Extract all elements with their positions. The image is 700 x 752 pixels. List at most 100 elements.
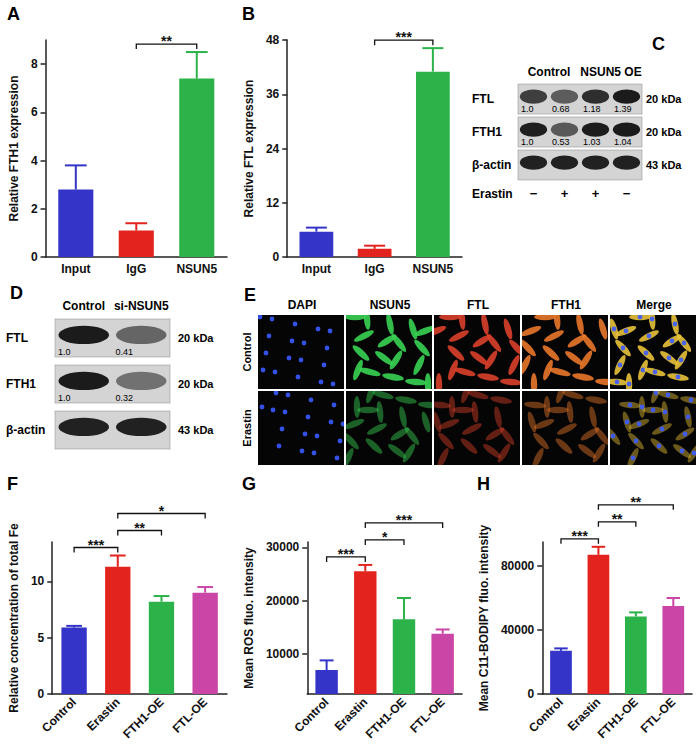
svg-text:G: G	[242, 474, 256, 494]
svg-text:Relative FTL expression: Relative FTL expression	[242, 80, 256, 218]
svg-text:1.03: 1.03	[583, 137, 601, 147]
svg-text:Erastin: Erastin	[472, 187, 513, 201]
svg-text:NSUN5: NSUN5	[370, 298, 411, 312]
svg-text:FTH1: FTH1	[472, 125, 502, 139]
svg-text:8: 8	[31, 57, 38, 71]
svg-text:1.0: 1.0	[521, 137, 534, 147]
svg-text:β-actin: β-actin	[472, 158, 511, 172]
svg-text:4: 4	[31, 154, 38, 168]
svg-text:***: ***	[396, 512, 413, 528]
svg-text:FTL: FTL	[467, 298, 489, 312]
svg-text:***: ***	[396, 29, 413, 45]
svg-text:E: E	[244, 285, 256, 305]
svg-text:Erastin: Erastin	[241, 409, 253, 447]
svg-text:80000: 80000	[501, 559, 535, 573]
svg-text:FTL-OE: FTL-OE	[170, 695, 211, 736]
svg-text:FTL-OE: FTL-OE	[407, 695, 448, 736]
svg-text:Input: Input	[61, 262, 90, 276]
svg-text:FTL: FTL	[472, 92, 494, 106]
svg-text:0.41: 0.41	[116, 347, 134, 357]
svg-text:2: 2	[31, 202, 38, 216]
svg-text:B: B	[242, 4, 255, 24]
svg-text:10000: 10000	[266, 647, 300, 661]
svg-text:20 kDa: 20 kDa	[178, 332, 214, 344]
svg-text:1.04: 1.04	[614, 137, 632, 147]
svg-text:*: *	[159, 503, 165, 519]
svg-text:20 kDa: 20 kDa	[646, 93, 682, 105]
svg-text:43 kDa: 43 kDa	[646, 159, 682, 171]
svg-text:0: 0	[273, 250, 280, 264]
svg-text:+: +	[561, 186, 569, 201]
svg-text:A: A	[7, 4, 20, 24]
svg-text:FTH1: FTH1	[6, 377, 36, 391]
svg-text:0.68: 0.68	[552, 104, 570, 114]
svg-text:si-NSUN5: si-NSUN5	[114, 299, 169, 313]
svg-text:DAPI: DAPI	[288, 298, 317, 312]
svg-text:−: −	[623, 186, 631, 201]
svg-text:Mean ROS fluo. intensity: Mean ROS fluo. intensity	[242, 547, 256, 689]
svg-text:1.18: 1.18	[583, 104, 601, 114]
svg-text:1.0: 1.0	[521, 104, 534, 114]
svg-text:Erastin: Erastin	[84, 695, 123, 734]
svg-text:NSUN5: NSUN5	[413, 262, 454, 276]
svg-text:10: 10	[31, 574, 45, 588]
svg-text:IgG: IgG	[126, 262, 146, 276]
svg-text:Control: Control	[62, 299, 105, 313]
svg-text:FTH1-OE: FTH1-OE	[595, 695, 641, 741]
svg-text:1.0: 1.0	[58, 347, 71, 357]
svg-text:IgG: IgG	[365, 262, 385, 276]
svg-text:β-actin: β-actin	[6, 423, 45, 437]
svg-text:Control: Control	[526, 695, 566, 735]
svg-text:Control: Control	[241, 332, 253, 371]
svg-text:***: ***	[88, 537, 105, 553]
svg-text:0: 0	[528, 687, 535, 701]
svg-text:40000: 40000	[501, 623, 535, 637]
svg-text:1.39: 1.39	[614, 104, 632, 114]
svg-text:*: *	[382, 529, 388, 545]
svg-text:0: 0	[38, 687, 45, 701]
svg-text:Relative FTH1 expression: Relative FTH1 expression	[7, 75, 21, 221]
svg-text:0.32: 0.32	[116, 393, 134, 403]
svg-text:43 kDa: 43 kDa	[178, 424, 214, 436]
svg-text:Control: Control	[528, 65, 571, 79]
svg-text:FTL-OE: FTL-OE	[638, 695, 679, 736]
svg-text:−: −	[530, 186, 538, 201]
svg-text:+: +	[592, 186, 600, 201]
svg-text:Relative concentration of tota: Relative concentration of total Fe	[7, 523, 21, 713]
svg-text:5: 5	[38, 631, 45, 645]
svg-text:12: 12	[266, 196, 280, 210]
svg-text:20 kDa: 20 kDa	[178, 378, 214, 390]
svg-text:***: ***	[338, 546, 355, 562]
svg-text:Input: Input	[302, 262, 331, 276]
svg-text:6: 6	[31, 105, 38, 119]
svg-text:0.53: 0.53	[552, 137, 570, 147]
svg-text:**: **	[161, 33, 172, 49]
svg-text:D: D	[10, 283, 23, 303]
svg-text:**: **	[134, 520, 145, 536]
svg-text:24: 24	[266, 142, 280, 156]
svg-text:FTH1-OE: FTH1-OE	[120, 695, 166, 741]
svg-text:20 kDa: 20 kDa	[646, 126, 682, 138]
svg-text:Merge: Merge	[636, 298, 672, 312]
svg-text:FTH1: FTH1	[551, 298, 581, 312]
svg-text:NSUN5: NSUN5	[176, 262, 217, 276]
svg-text:NSUN5 OE: NSUN5 OE	[580, 65, 641, 79]
svg-text:30000: 30000	[266, 540, 300, 554]
svg-text:20000: 20000	[266, 594, 300, 608]
svg-text:C: C	[652, 34, 665, 54]
svg-text:F: F	[7, 474, 18, 494]
svg-text:1.0: 1.0	[58, 393, 71, 403]
svg-text:FTL: FTL	[6, 331, 28, 345]
svg-text:Control: Control	[39, 695, 79, 735]
svg-text:***: ***	[572, 528, 589, 544]
svg-text:**: **	[612, 511, 623, 527]
svg-text:48: 48	[266, 33, 280, 47]
svg-text:Mean C11-BODIPY fluo. intensit: Mean C11-BODIPY fluo. intensity	[477, 524, 491, 711]
svg-text:H: H	[477, 474, 490, 494]
svg-text:0: 0	[31, 250, 38, 264]
svg-text:FTH1-OE: FTH1-OE	[363, 695, 409, 741]
svg-text:Control: Control	[292, 695, 332, 735]
svg-text:36: 36	[266, 87, 280, 101]
svg-text:**: **	[630, 494, 641, 510]
svg-text:Erastin: Erastin	[332, 695, 371, 734]
